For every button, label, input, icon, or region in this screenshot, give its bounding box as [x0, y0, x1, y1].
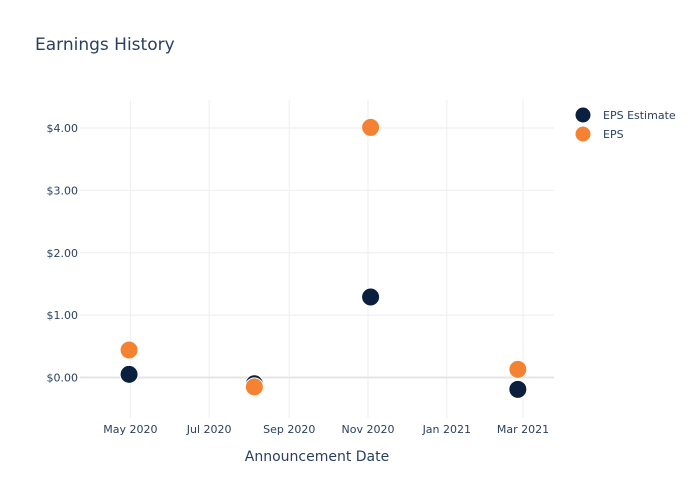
- y-tick-label: $1.00: [47, 309, 79, 322]
- x-tick-label: Nov 2020: [342, 423, 395, 436]
- eps-point[interactable]: [508, 359, 528, 379]
- grid-lines: [80, 100, 554, 418]
- legend-label[interactable]: EPS: [603, 128, 624, 141]
- x-tick-label: Jul 2020: [186, 423, 232, 436]
- legend-marker: [574, 125, 592, 143]
- eps-estimate-point[interactable]: [361, 287, 381, 307]
- data-points: [119, 117, 528, 399]
- eps-estimate-point[interactable]: [119, 364, 139, 384]
- legend-marker: [574, 106, 592, 124]
- y-tick-label: $4.00: [47, 122, 79, 135]
- legend[interactable]: EPS Estimate EPS: [574, 106, 676, 143]
- x-tick-label: May 2020: [103, 423, 157, 436]
- x-tick-label: Sep 2020: [263, 423, 315, 436]
- y-tick-label: $2.00: [47, 247, 79, 260]
- eps-point[interactable]: [119, 340, 139, 360]
- axis-ticks: May 2020 Jul 2020 Sep 2020 Nov 2020 Jan 2021…: [47, 122, 550, 436]
- x-axis-title: Announcement Date: [245, 449, 389, 465]
- y-tick-label: $0.00: [47, 371, 79, 384]
- legend-label[interactable]: EPS Estimate: [603, 109, 676, 122]
- eps-point[interactable]: [361, 117, 381, 137]
- x-tick-label: Jan 2021: [422, 423, 471, 436]
- chart-title: Earnings History: [35, 35, 175, 55]
- eps-point[interactable]: [244, 377, 264, 397]
- y-tick-label: $3.00: [47, 184, 79, 197]
- x-tick-label: Mar 2021: [497, 423, 549, 436]
- eps-estimate-point[interactable]: [508, 379, 528, 399]
